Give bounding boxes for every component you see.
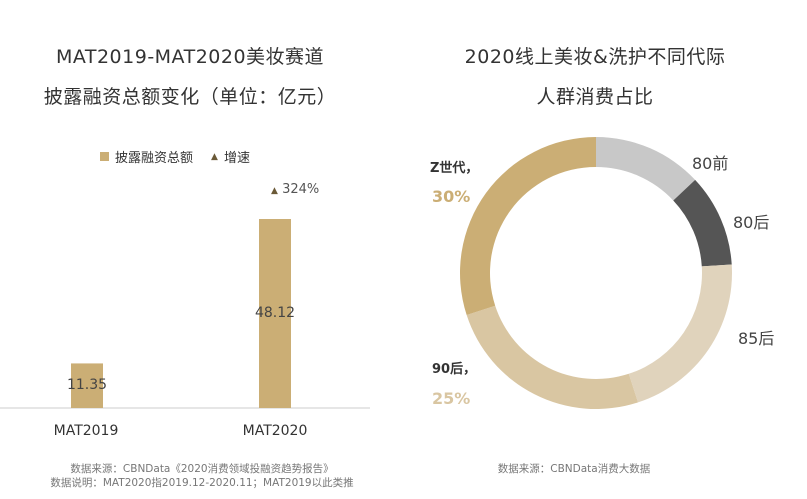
slice-label-80s: 80后 bbox=[733, 213, 770, 232]
bar-chart-title-line2: 披露融资总额变化（单位：亿元） bbox=[43, 86, 337, 108]
bar-legend: 披露融资总额 ▲ 增速 bbox=[100, 147, 250, 166]
growth-annotation: ▲ 324% bbox=[271, 182, 319, 197]
donut-slice bbox=[628, 264, 733, 403]
x-tick-label: MAT2020 bbox=[242, 423, 308, 439]
donut-slice bbox=[466, 305, 639, 409]
slice-label-genz: Z世代， bbox=[430, 161, 479, 176]
donut-title-line2: 人群消费占比 bbox=[536, 86, 654, 108]
legend-bar-swatch bbox=[100, 152, 109, 161]
slice-label-80before: 80前 bbox=[692, 154, 729, 173]
bar bbox=[71, 363, 103, 408]
legend-bar-label: 披露融资总额 bbox=[115, 151, 194, 166]
donut-slice bbox=[596, 137, 696, 201]
triangle-icon: ▲ bbox=[271, 186, 278, 196]
slice-label-85s: 85后 bbox=[738, 329, 775, 348]
triangle-icon: ▲ bbox=[211, 151, 218, 162]
bar-footnote-source: 数据来源：CBNData《2020消费领域投融资趋势报告》 bbox=[70, 463, 334, 475]
bar-chart-title-line1: MAT2019-MAT2020美妆赛道 bbox=[55, 46, 325, 68]
donut-footnote-source: 数据来源：CBNData消费大数据 bbox=[497, 463, 651, 475]
value-label: 11.35 bbox=[66, 377, 108, 393]
donut-slice bbox=[673, 179, 732, 267]
x-tick-label: MAT2019 bbox=[53, 423, 119, 439]
value-label: 48.12 bbox=[254, 305, 296, 321]
bar bbox=[259, 219, 291, 408]
legend-marker-label: 增速 bbox=[223, 151, 250, 166]
slice-label-90s: 90后， bbox=[432, 362, 477, 377]
bar-footnote-note: 数据说明：MAT2020指2019.12-2020.11；MAT2019以此类推 bbox=[50, 477, 354, 489]
donut-title-line1: 2020线上美妆&洗护不同代际 bbox=[464, 46, 726, 68]
slice-pct-90s: 25% bbox=[432, 389, 471, 408]
growth-label: 324% bbox=[282, 182, 320, 197]
donut-slice bbox=[460, 137, 596, 316]
slice-pct-genz: 30% bbox=[432, 187, 471, 206]
